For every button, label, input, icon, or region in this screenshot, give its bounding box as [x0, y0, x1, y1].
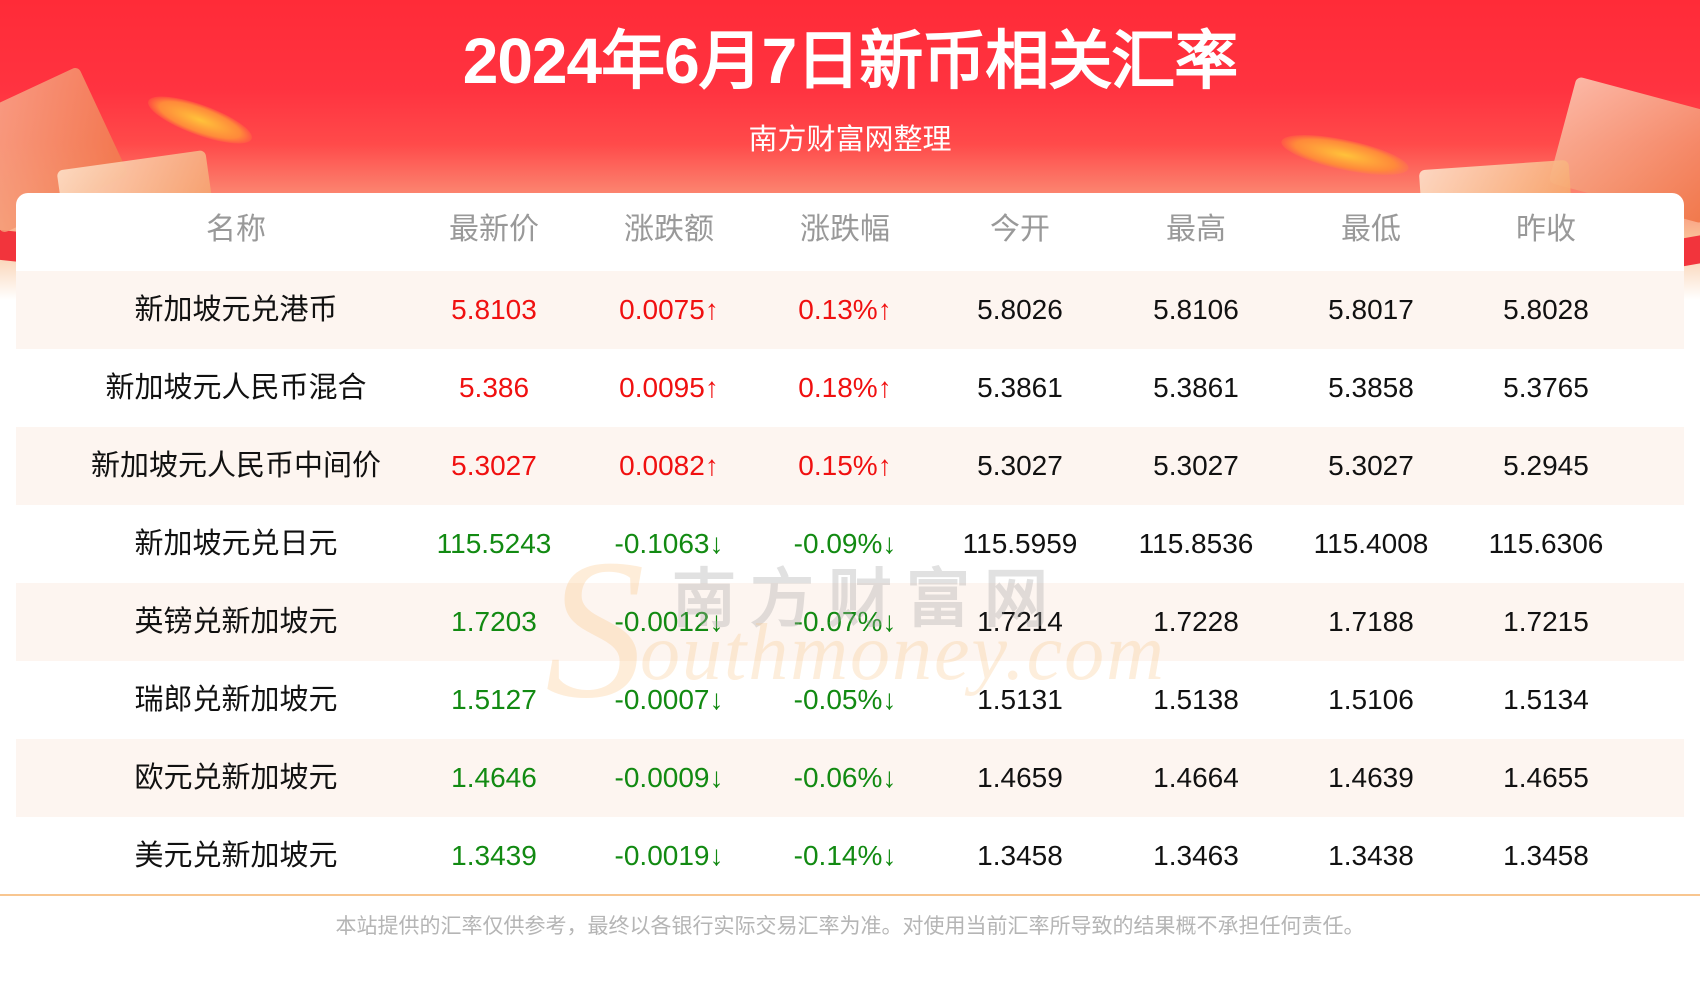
cell-prev-close: 1.7215: [1503, 606, 1589, 637]
cell-open: 5.8026: [977, 294, 1063, 325]
column-header-prev-close: 昨收: [1516, 213, 1576, 246]
cell-open: 1.7214: [977, 606, 1063, 637]
cell-latest: 5.8103: [451, 294, 537, 325]
column-header-high: 最高: [1166, 213, 1226, 246]
cell-change: -0.0007↓: [614, 684, 724, 715]
cell-prev-close: 115.6306: [1488, 528, 1604, 559]
table-header: 名称 最新价 涨跌额 涨跌幅 今开 最高 最低 昨收: [16, 193, 1684, 271]
column-header-open: 今开: [990, 213, 1050, 246]
table-row: 瑞郎兑新加坡元 1.5127 -0.0007↓ -0.05%↓ 1.5131 1.5138…: [16, 661, 1684, 739]
cell-open: 1.5131: [977, 684, 1063, 715]
cell-name: 新加坡元兑日元: [134, 528, 338, 560]
cell-low: 5.3027: [1328, 450, 1414, 481]
cell-high: 1.3463: [1153, 840, 1239, 871]
cell-latest: 1.5127: [451, 684, 537, 715]
cell-change-pct: -0.06%↓: [793, 762, 897, 793]
column-header-low: 最低: [1341, 213, 1401, 246]
table-row: 新加坡元兑港币 5.8103 0.0075↑ 0.13%↑ 5.8026 5.8106 5.…: [16, 271, 1684, 349]
cell-name: 欧元兑新加坡元: [134, 762, 338, 794]
cell-high: 5.3861: [1153, 372, 1239, 403]
cell-low: 115.4008: [1313, 528, 1429, 559]
cell-change: -0.0012↓: [614, 606, 724, 637]
cell-change: 0.0075↑: [619, 294, 719, 325]
cell-low: 1.4639: [1328, 762, 1414, 793]
table-row: 美元兑新加坡元 1.3439 -0.0019↓ -0.14%↓ 1.3458 1.3463…: [16, 817, 1684, 895]
footer-divider: [0, 894, 1700, 896]
cell-change-pct: -0.05%↓: [793, 684, 897, 715]
cell-change-pct: -0.07%↓: [793, 606, 897, 637]
cell-open: 5.3861: [977, 372, 1063, 403]
cell-prev-close: 5.3765: [1503, 372, 1589, 403]
cell-high: 1.7228: [1153, 606, 1239, 637]
rates-table: 名称 最新价 涨跌额 涨跌幅 今开 最高 最低 昨收 新加坡元兑港币 5.8103…: [16, 193, 1684, 895]
cell-latest: 5.3027: [451, 450, 537, 481]
cell-change-pct: 0.13%↑: [798, 294, 892, 325]
cell-change: 0.0095↑: [619, 372, 719, 403]
cell-high: 5.3027: [1153, 450, 1239, 481]
cell-prev-close: 5.2945: [1503, 450, 1589, 481]
cell-low: 1.3438: [1328, 840, 1414, 871]
cell-name: 新加坡元人民币混合: [105, 372, 367, 404]
column-header-latest: 最新价: [449, 213, 539, 246]
column-header-change: 涨跌额: [624, 213, 714, 246]
cell-name: 美元兑新加坡元: [134, 840, 338, 872]
cell-low: 5.8017: [1328, 294, 1414, 325]
page-title: 2024年6月7日新币相关汇率: [462, 25, 1239, 97]
table-row: 新加坡元兑日元 115.5243 -0.1063↓ -0.09%↓ 115.5959 11…: [16, 505, 1684, 583]
cell-prev-close: 1.5134: [1503, 684, 1589, 715]
cell-high: 5.8106: [1153, 294, 1239, 325]
cell-prev-close: 1.3458: [1503, 840, 1589, 871]
cell-latest: 5.386: [458, 372, 530, 403]
column-header-name: 名称: [206, 213, 266, 246]
cell-name: 英镑兑新加坡元: [134, 606, 338, 638]
cell-open: 115.5959: [962, 528, 1078, 559]
cell-prev-close: 5.8028: [1503, 294, 1589, 325]
cell-change: 0.0082↑: [619, 450, 719, 481]
cell-high: 1.5138: [1153, 684, 1239, 715]
cell-name: 新加坡元兑港币: [134, 294, 338, 326]
cell-prev-close: 1.4655: [1503, 762, 1589, 793]
cell-change-pct: 0.15%↑: [798, 450, 892, 481]
cell-open: 1.3458: [977, 840, 1063, 871]
cell-open: 5.3027: [977, 450, 1063, 481]
cell-name: 新加坡元人民币中间价: [90, 450, 382, 482]
cell-low: 1.7188: [1328, 606, 1414, 637]
footer-disclaimer: 本站提供的汇率仅供参考，最终以各银行实际交易汇率为准。对使用当前汇率所导致的结果…: [335, 915, 1365, 938]
cell-high: 1.4664: [1153, 762, 1239, 793]
table-row: 新加坡元人民币中间价 5.3027 0.0082↑ 0.15%↑ 5.3027 5.302…: [16, 427, 1684, 505]
cell-change-pct: -0.09%↓: [793, 528, 897, 559]
cell-name: 瑞郎兑新加坡元: [134, 684, 338, 716]
cell-high: 115.8536: [1138, 528, 1254, 559]
cell-low: 1.5106: [1328, 684, 1414, 715]
table-row: 欧元兑新加坡元 1.4646 -0.0009↓ -0.06%↓ 1.4659 1.4664…: [16, 739, 1684, 817]
column-header-change-pct: 涨跌幅: [800, 213, 890, 246]
table-row: 英镑兑新加坡元 1.7203 -0.0012↓ -0.07%↓ 1.7214 1.7228…: [16, 583, 1684, 661]
cell-change: -0.0009↓: [614, 762, 724, 793]
cell-open: 1.4659: [977, 762, 1063, 793]
cell-latest: 1.3439: [451, 840, 537, 871]
cell-change: -0.1063↓: [614, 528, 724, 559]
cell-latest: 115.5243: [436, 528, 552, 559]
cell-low: 5.3858: [1328, 372, 1414, 403]
cell-latest: 1.7203: [451, 606, 537, 637]
cell-change-pct: 0.18%↑: [798, 372, 892, 403]
cell-change-pct: -0.14%↓: [793, 840, 897, 871]
cell-change: -0.0019↓: [614, 840, 724, 871]
table-row: 新加坡元人民币混合 5.386 0.0095↑ 0.18%↑ 5.3861 5.3861 5…: [16, 349, 1684, 427]
page-subtitle: 南方财富网整理: [748, 124, 952, 156]
cell-latest: 1.4646: [451, 762, 537, 793]
